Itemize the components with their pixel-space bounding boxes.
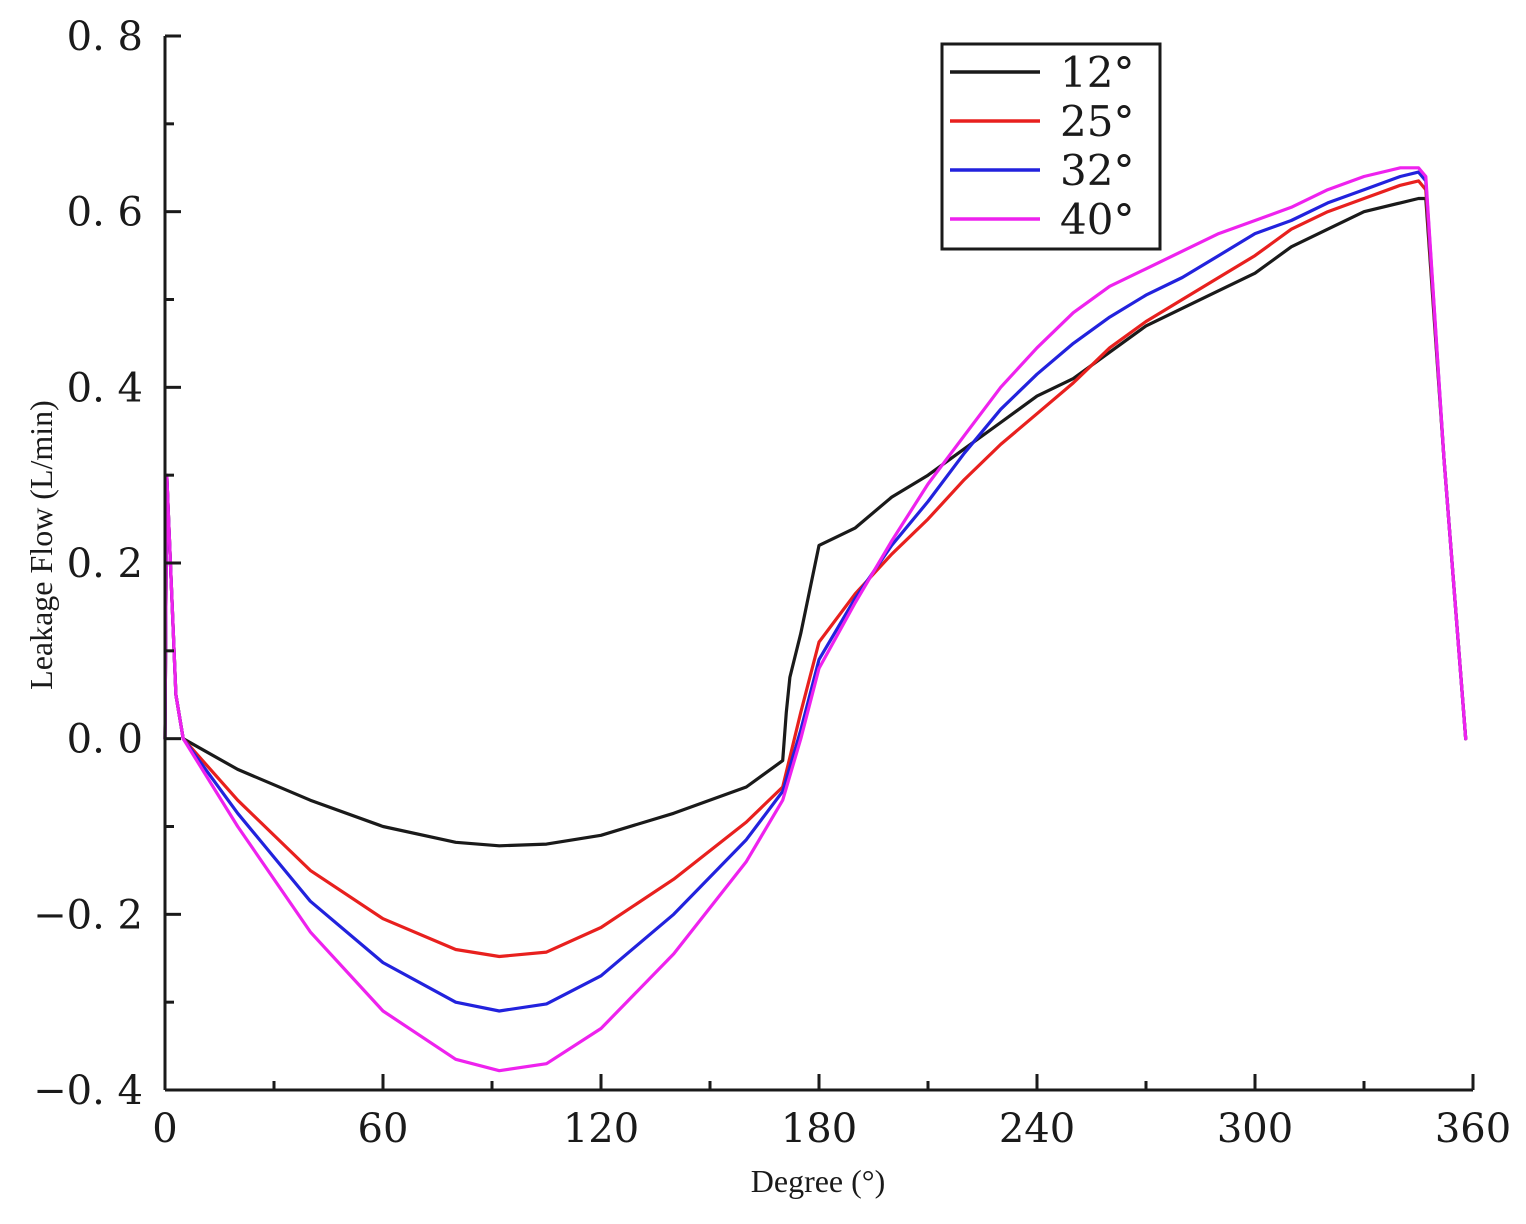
plot-area xyxy=(163,166,1468,1073)
x-tick-label: 300 xyxy=(1217,1106,1293,1152)
series-line-3 xyxy=(163,170,1468,1013)
x-axis-title: Degree (°) xyxy=(751,1163,885,1199)
legend-label-3: 32° xyxy=(1060,146,1134,195)
legend-label-1: 12° xyxy=(1060,48,1134,97)
legend-label-2: 25° xyxy=(1060,97,1134,146)
y-tick-label: 0. 4 xyxy=(67,365,143,411)
series-line-2 xyxy=(163,179,1468,959)
x-tick-label: 360 xyxy=(1435,1106,1511,1152)
y-tick-label: 0. 2 xyxy=(67,541,143,587)
legend-box xyxy=(940,42,1162,251)
ticks: 0 60 120 180 240 300 360 −0. 4 −0. 2 0. 0 0. 2 0. 4… xyxy=(33,14,1511,1152)
x-tick-label: 60 xyxy=(358,1106,409,1152)
series-line-4 xyxy=(163,166,1468,1073)
series-line-1 xyxy=(163,196,1468,848)
y-tick-label: −0. 4 xyxy=(33,1068,143,1114)
y-tick-label: 0. 0 xyxy=(67,717,143,763)
y-tick-label: 0. 8 xyxy=(67,14,143,60)
x-tick-label: 120 xyxy=(563,1106,639,1152)
legend-label-4: 40° xyxy=(1060,195,1134,244)
axes xyxy=(163,36,1473,1092)
x-tick-label: 180 xyxy=(781,1106,857,1152)
legend: 12°25°32°40° xyxy=(940,42,1162,251)
series-layer xyxy=(163,166,1468,1073)
y-tick-label: 0. 6 xyxy=(67,190,143,236)
x-tick-label: 0 xyxy=(152,1106,177,1152)
y-axis-title: Leakage Flow (L/min) xyxy=(23,400,59,690)
x-tick-label: 240 xyxy=(999,1106,1075,1152)
legend-items: 12°25°32°40° xyxy=(950,48,1134,244)
y-tick-label: −0. 2 xyxy=(33,892,143,938)
